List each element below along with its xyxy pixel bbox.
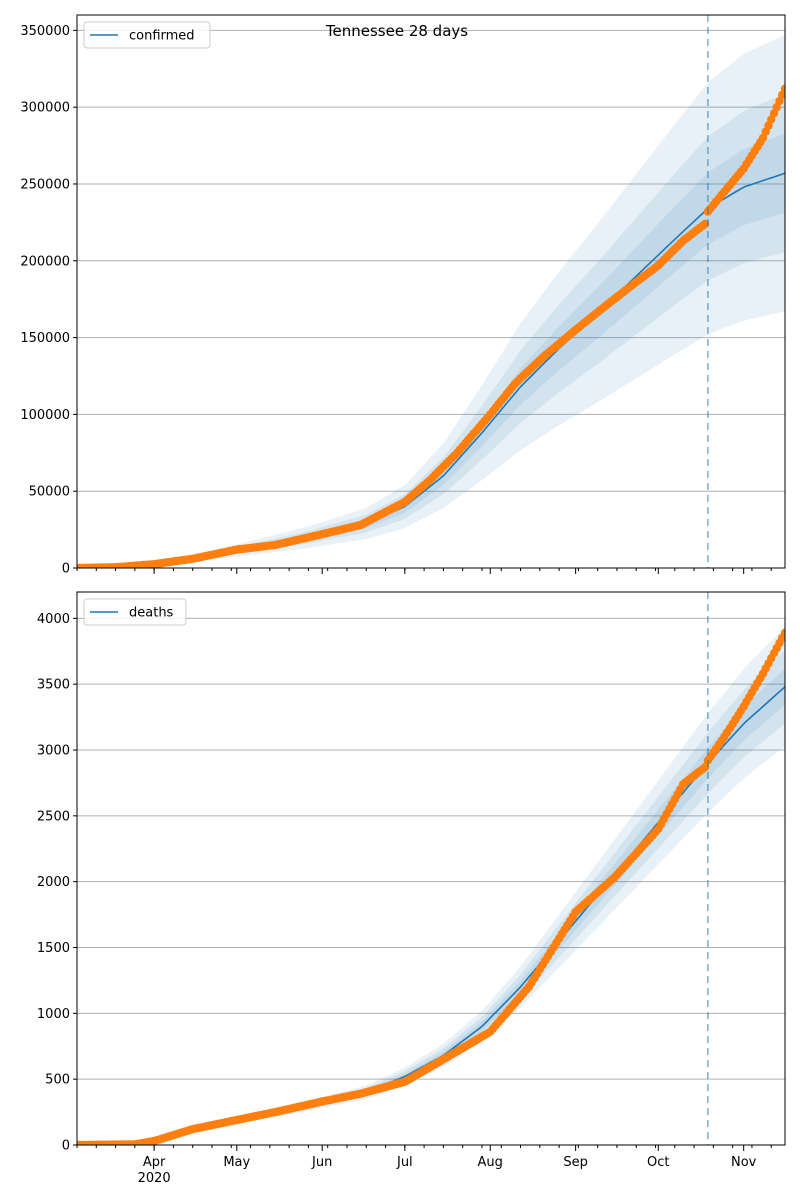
- x-tick-label: Jul: [396, 1155, 413, 1170]
- observed-series: [77, 84, 785, 568]
- observed-point: [780, 84, 785, 93]
- x-tick-label: Oct: [647, 1155, 669, 1170]
- y-tick-label: 3000: [37, 744, 70, 759]
- observed-series: [77, 628, 785, 1145]
- x-tick-label: May: [223, 1155, 250, 1170]
- x-tick-label: Nov: [731, 1155, 757, 1170]
- y-tick-label: 200000: [20, 254, 70, 269]
- y-gridlines: [77, 29, 785, 569]
- plot-area: [77, 627, 785, 1145]
- x-tick-label: Sep: [563, 1155, 588, 1170]
- x-tick-label: Jun: [311, 1155, 332, 1170]
- axes-frame: [76, 591, 786, 1146]
- y-tick-label: 100000: [20, 408, 70, 423]
- y-tick-label: 350000: [20, 24, 70, 39]
- figure-title: Tennessee 28 days: [325, 22, 468, 40]
- x-tick-label: Apr: [143, 1155, 166, 1170]
- y-tick-label: 50000: [29, 485, 70, 500]
- observed-point: [780, 628, 785, 637]
- legend-box: [83, 598, 187, 626]
- legend-label: confirmed: [129, 29, 195, 44]
- y-tick-label: 2000: [37, 875, 70, 890]
- x-year-label: 2020: [138, 1171, 171, 1186]
- y-tick-label: 500: [45, 1073, 70, 1088]
- observed-point: [778, 90, 785, 100]
- y-tick-label: 0: [62, 562, 70, 577]
- legend-box: [83, 21, 211, 49]
- y-tick-label: 4000: [37, 612, 70, 627]
- y-tick-label: 0: [62, 1139, 70, 1154]
- uncertainty-band: [77, 35, 785, 568]
- y-tick-label: 150000: [20, 331, 70, 346]
- y-tick-label: 1000: [37, 1007, 70, 1022]
- y-tick-label: 300000: [20, 101, 70, 116]
- legend: deaths: [83, 598, 187, 626]
- legend: confirmed: [83, 21, 211, 49]
- legend-label: deaths: [129, 606, 174, 621]
- axes-frame: [76, 14, 786, 569]
- deaths-panel: 0 500 1000 1500 2000 2500 3000 3500 4000 Apr May Ju…: [37, 591, 786, 1186]
- y-tick-label: 250000: [20, 177, 70, 192]
- y-tick-label: 1500: [37, 941, 70, 956]
- x-tick-label: Aug: [478, 1155, 503, 1170]
- uncertainty-band: [77, 668, 785, 1145]
- uncertainty-band: [77, 94, 785, 568]
- y-tick-label: 3500: [37, 678, 70, 693]
- confirmed-panel: 0 50000 100000 150000 200000 250000 300000 3500…: [20, 14, 786, 577]
- plot-area: [77, 35, 785, 568]
- y-tick-label: 2500: [37, 809, 70, 824]
